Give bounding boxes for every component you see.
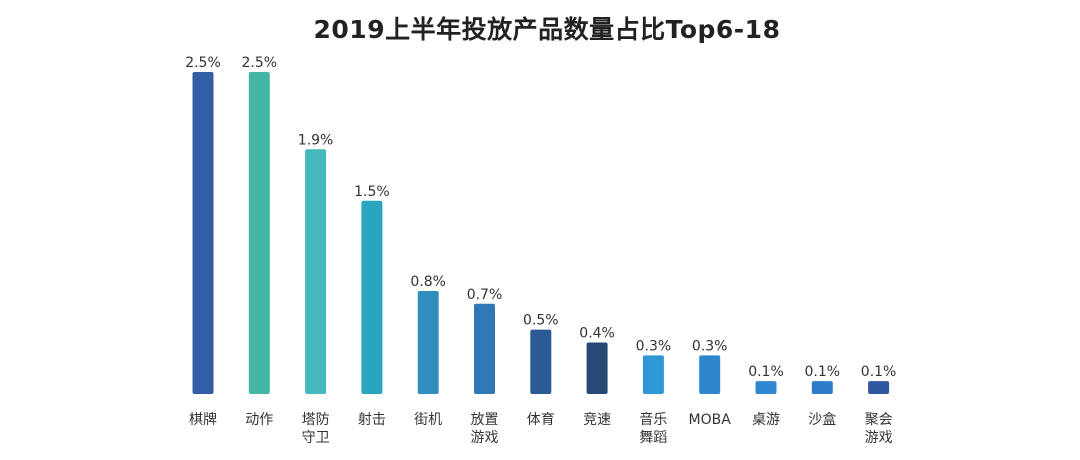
category-label-line: 放置 <box>471 412 499 428</box>
category-label-line: 桌游 <box>752 412 780 428</box>
category-label-5: 放置游戏 <box>471 412 499 446</box>
category-label-line: 塔防 <box>302 412 330 428</box>
value-label-9: 0.3% <box>692 338 728 354</box>
category-label-line: 舞蹈 <box>639 430 667 446</box>
value-label-0: 2.5% <box>185 55 221 71</box>
category-label-3: 射击 <box>358 412 386 428</box>
value-label-8: 0.3% <box>636 338 672 354</box>
category-label-0: 棋牌 <box>189 411 217 428</box>
value-label-5: 0.7% <box>467 287 503 303</box>
bar-3 <box>361 200 383 394</box>
chart-title: 2019上半年投放产品数量占比Top6-18 <box>313 15 781 44</box>
category-labels-layer: 棋牌 动作 塔防守卫 射击 街机 放置游戏 体育 竞速 音乐舞蹈 MOBA 桌游 沙盒 聚会游戏 <box>189 411 893 446</box>
category-label-1: 动作 <box>245 412 273 428</box>
category-label-line: 沙盒 <box>808 411 836 428</box>
category-label-line: 射击 <box>358 412 386 428</box>
bar-9 <box>699 355 721 394</box>
bar-8 <box>642 355 664 394</box>
category-label-line: 游戏 <box>471 430 499 446</box>
value-label-11: 0.1% <box>805 364 841 380</box>
category-label-line: 守卫 <box>302 430 330 446</box>
category-label-10: 桌游 <box>752 412 780 428</box>
category-label-6: 体育 <box>527 412 555 428</box>
bar-6 <box>530 329 552 394</box>
value-labels-layer: 2.5% 2.5% 1.9% 1.5% 0.8% 0.7% 0.5% 0.4% 0.3% 0.3%… <box>185 55 896 380</box>
value-label-6: 0.5% <box>523 313 559 329</box>
value-label-1: 2.5% <box>242 55 278 71</box>
bar-2 <box>305 149 327 394</box>
category-label-line: 街机 <box>414 412 442 428</box>
category-label-11: 沙盒 <box>808 411 836 428</box>
bar-0 <box>192 72 214 394</box>
category-label-line: 体育 <box>527 412 555 428</box>
category-label-line: 游戏 <box>865 430 893 446</box>
bar-1 <box>248 72 270 394</box>
value-label-12: 0.1% <box>861 364 897 380</box>
category-label-7: 竞速 <box>583 411 611 428</box>
category-label-12: 聚会游戏 <box>865 412 893 446</box>
category-label-line: 聚会 <box>865 412 893 428</box>
value-label-4: 0.8% <box>410 274 446 290</box>
value-label-7: 0.4% <box>579 326 615 342</box>
category-label-9: MOBA <box>689 412 732 428</box>
category-label-line: 竞速 <box>583 411 611 428</box>
value-label-2: 1.9% <box>298 132 334 148</box>
value-label-10: 0.1% <box>748 364 784 380</box>
bars-layer <box>192 72 890 394</box>
category-label-line: 动作 <box>245 412 273 428</box>
bar-11 <box>811 381 833 394</box>
category-label-8: 音乐舞蹈 <box>639 411 667 446</box>
category-label-2: 塔防守卫 <box>302 412 330 446</box>
bar-12 <box>868 381 890 394</box>
value-label-3: 1.5% <box>354 184 390 200</box>
category-label-line: 棋牌 <box>189 411 217 428</box>
category-label-line: MOBA <box>689 412 732 428</box>
bar-5 <box>474 303 495 394</box>
bar-10 <box>755 381 777 394</box>
bar-7 <box>586 342 608 394</box>
bar-4 <box>417 291 439 394</box>
category-label-line: 音乐 <box>639 411 667 428</box>
category-label-4: 街机 <box>414 412 442 428</box>
